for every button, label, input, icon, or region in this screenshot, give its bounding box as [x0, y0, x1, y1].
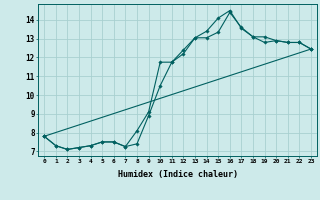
X-axis label: Humidex (Indice chaleur): Humidex (Indice chaleur) [118, 170, 238, 179]
